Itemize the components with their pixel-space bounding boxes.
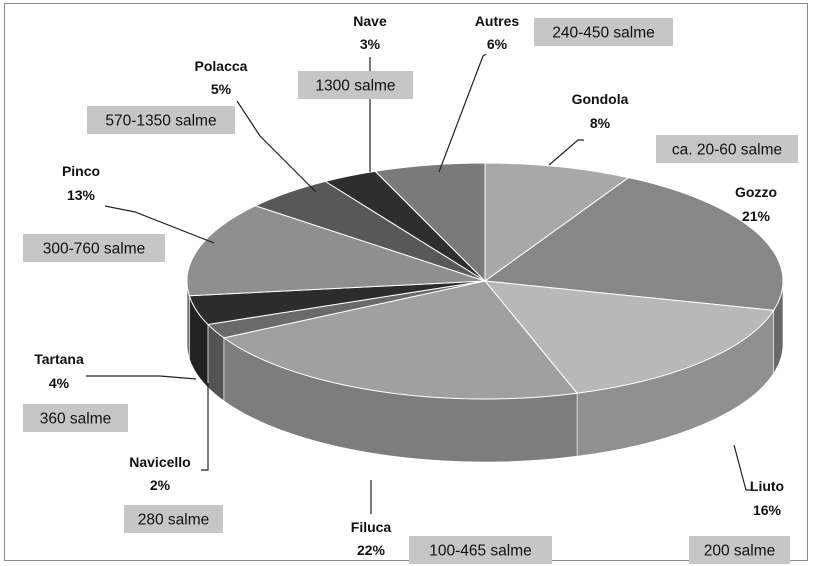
leader-gondola: [548, 139, 584, 166]
slice-liuto: [483, 280, 775, 394]
label-name-liuto: Liuto: [750, 478, 784, 494]
label-name-autres: Autres: [475, 13, 520, 29]
slice-labels: Gondola 8% Gozzo 21% Liuto 16% Filuca 22% Navice…: [34, 13, 784, 558]
slice-autres: [374, 162, 486, 283]
label-pct-polacca: 5%: [211, 81, 232, 97]
label-pct-gondola: 8%: [590, 115, 611, 131]
capacity-autres: 240-450 salme: [552, 25, 655, 42]
label-name-gozzo: Gozzo: [735, 184, 777, 200]
label-pct-tartana: 4%: [49, 375, 70, 391]
leader-autres: [438, 53, 487, 173]
label-pct-gozzo: 21%: [742, 208, 771, 224]
label-name-filuca: Filuca: [351, 519, 392, 535]
capacity-labels: ca. 20-60 salme 200 salme 100-465 salme 280…: [23, 18, 798, 564]
label-pct-filuca: 22%: [357, 542, 386, 558]
leader-pinco: [104, 205, 215, 244]
capacity-box-filuca: [409, 536, 552, 564]
slice-pinco: [186, 205, 486, 297]
capacity-filuca: 100-465 salme: [429, 543, 532, 560]
leader-navicello: [201, 383, 209, 471]
capacity-polacca: 570-1350 salme: [105, 113, 216, 130]
slice-gozzo: [483, 177, 784, 311]
capacity-tartana: 360 salme: [40, 411, 112, 428]
label-pct-navicello: 2%: [150, 477, 171, 493]
label-name-gondola: Gondola: [572, 91, 629, 107]
label-name-tartana: Tartana: [34, 351, 84, 367]
capacity-box-gondola: [656, 135, 798, 163]
capacity-box-tartana: [23, 404, 128, 432]
label-pct-liuto: 16%: [753, 502, 782, 518]
capacity-nave: 1300 salme: [315, 78, 395, 95]
capacity-liuto: 200 salme: [704, 543, 776, 560]
capacity-box-pinco: [23, 234, 165, 262]
capacity-box-navicello: [124, 505, 223, 533]
leader-tartana: [86, 375, 197, 380]
label-name-nave: Nave: [353, 13, 387, 29]
slice-filuca: [222, 280, 579, 400]
label-name-pinco: Pinco: [62, 163, 100, 179]
label-name-polacca: Polacca: [195, 58, 248, 74]
capacity-box-liuto: [689, 536, 790, 564]
capacity-navicello: 280 salme: [138, 512, 210, 529]
label-name-navicello: Navicello: [129, 454, 190, 470]
capacity-box-autres: [534, 18, 673, 46]
pie-tops: [186, 162, 784, 400]
slice-gondola: [484, 162, 630, 282]
capacity-pinco: 300-760 salme: [43, 241, 146, 258]
capacity-gondola: ca. 20-60 salme: [672, 142, 782, 159]
label-pct-nave: 3%: [360, 36, 381, 52]
leader-liuto: [733, 444, 752, 491]
capacity-box-nave: [298, 71, 413, 99]
label-pct-autres: 6%: [487, 36, 508, 52]
leader-polacca: [236, 100, 317, 193]
label-pct-pinco: 13%: [67, 187, 96, 203]
capacity-box-polacca: [87, 106, 235, 134]
leader-lines: [86, 53, 752, 514]
